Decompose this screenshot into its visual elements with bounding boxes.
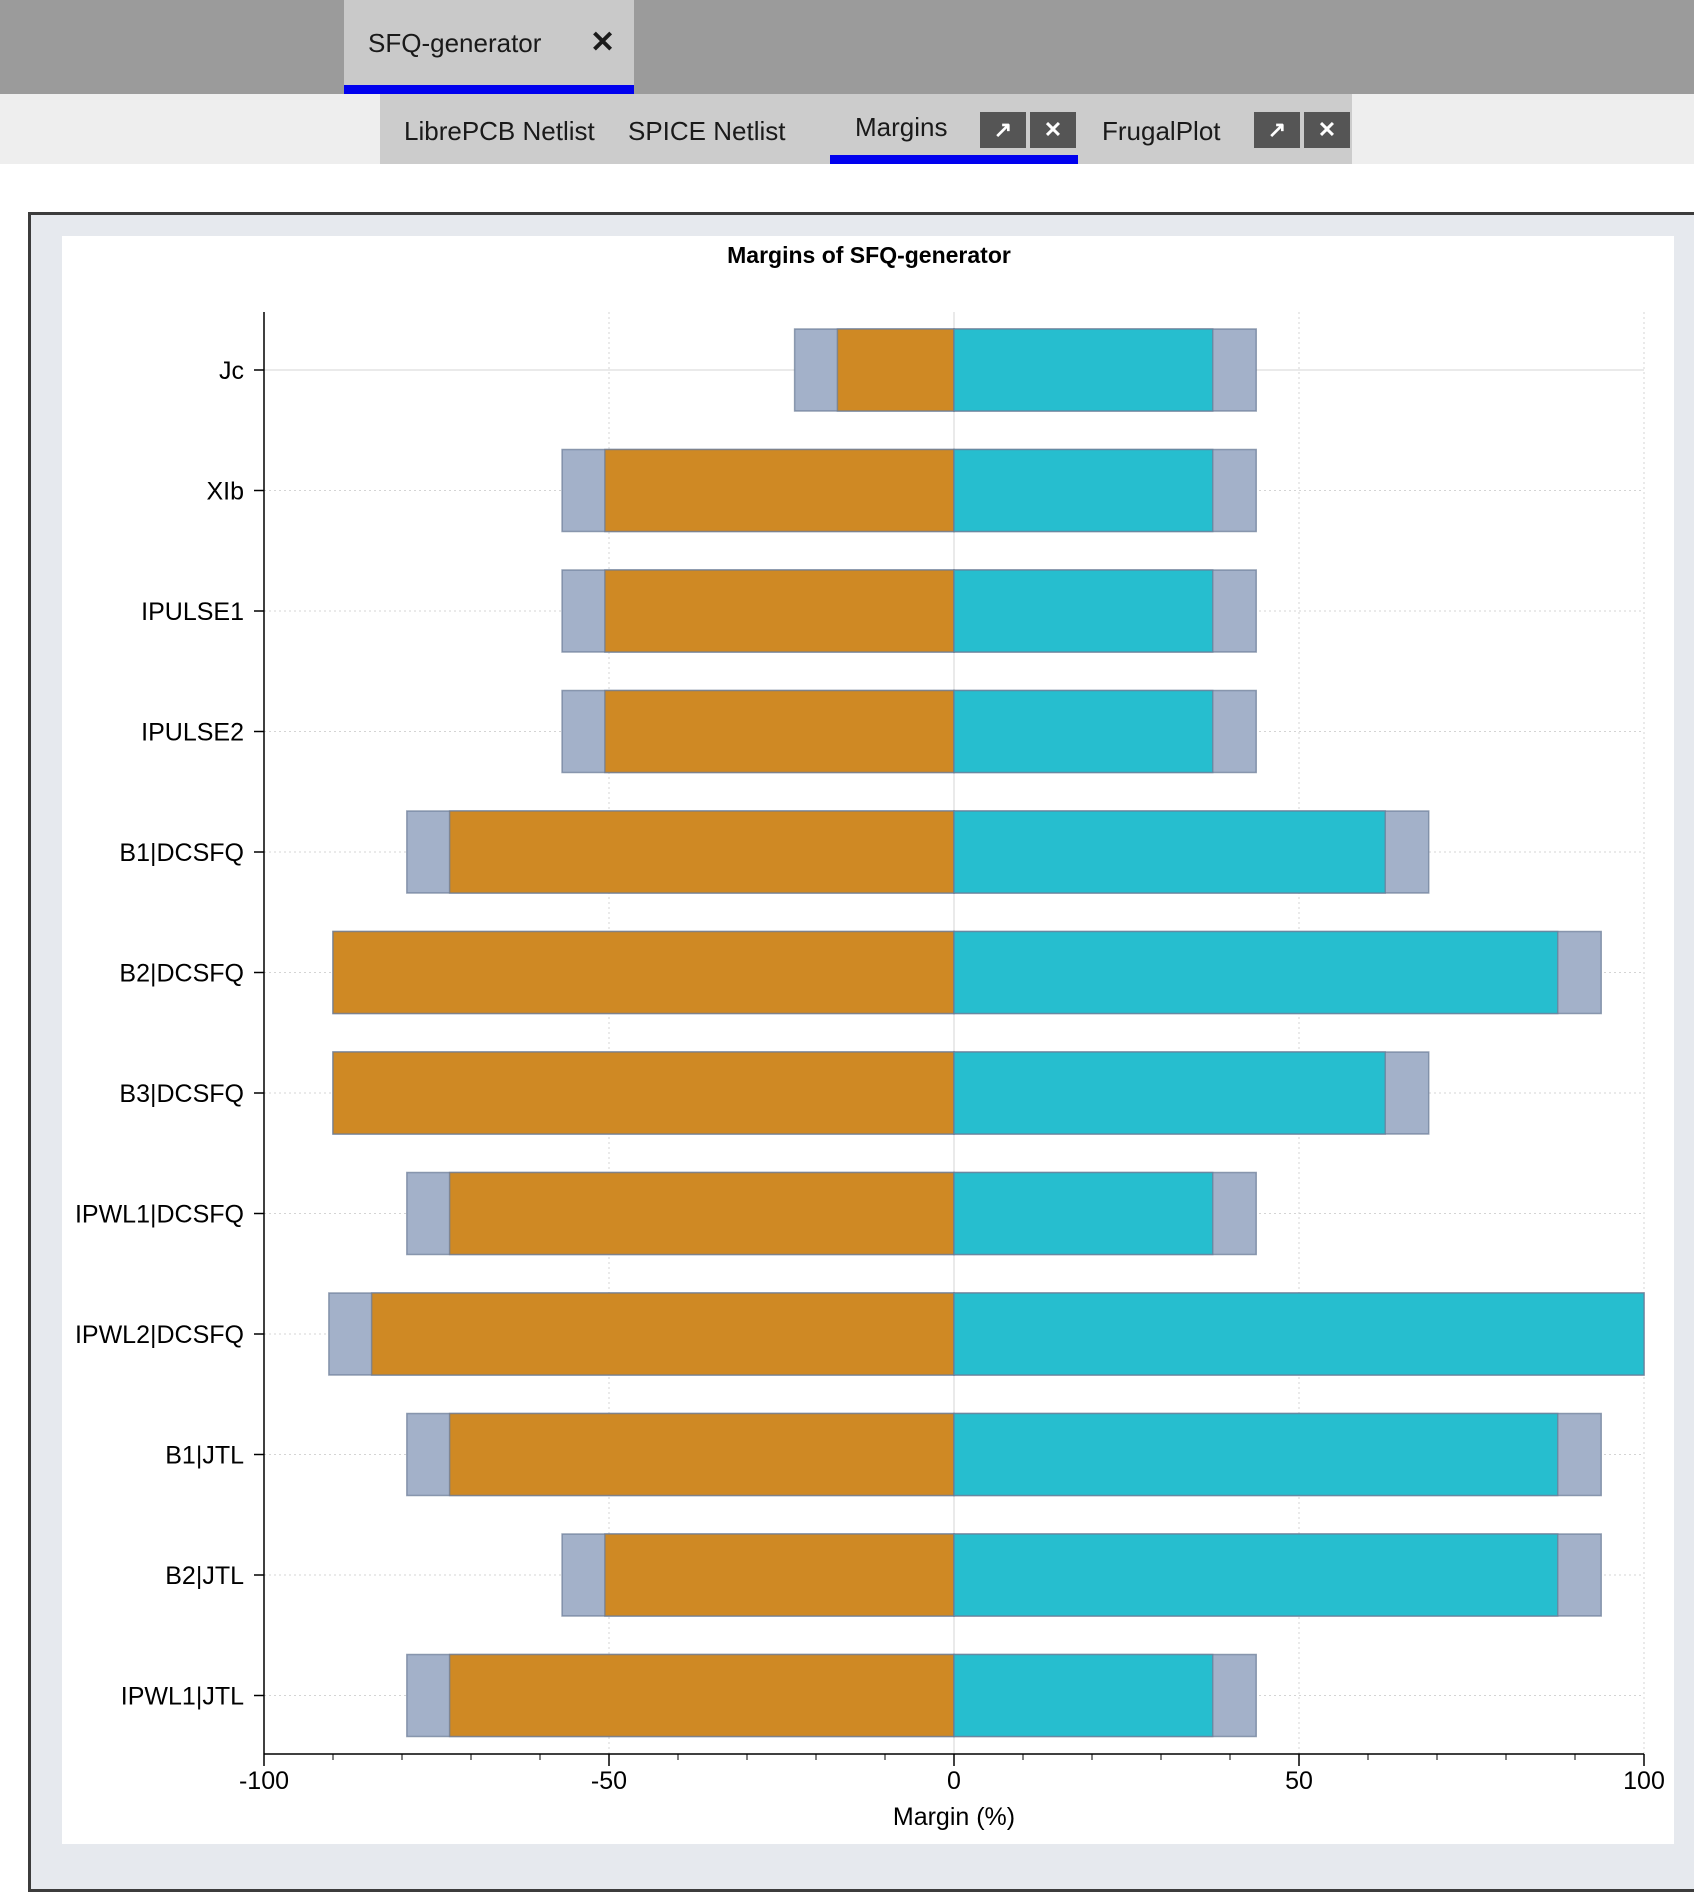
y-tick-label: B2|JTL — [165, 1562, 244, 1590]
bar-3-5 — [953, 930, 1559, 1015]
y-tick-label: IPWL1|DCSFQ — [75, 1201, 244, 1229]
bar-1-2 — [604, 569, 955, 653]
document-tab-label: SFQ-generator — [368, 28, 542, 58]
bar-3-3 — [953, 689, 1214, 774]
bar-3-7 — [953, 1171, 1214, 1256]
y-tick-label: XIb — [206, 478, 244, 506]
bar-3-1 — [953, 448, 1214, 533]
y-tick-label: IPWL1|JTL — [121, 1683, 244, 1711]
bar-1-5 — [332, 930, 955, 1015]
bar-1-4 — [448, 810, 955, 894]
y-tick-label: B1|DCSFQ — [119, 839, 244, 867]
tab-librepcb-netlist[interactable]: LibrePCB Netlist — [380, 94, 620, 164]
bar-1-3 — [604, 689, 955, 774]
x-axis-title: Margin (%) — [893, 1803, 1015, 1831]
y-tick-label: IPULSE2 — [141, 719, 244, 747]
tab-label: SPICE Netlist — [628, 116, 786, 146]
view-tabs: LibrePCB Netlist SPICE Netlist Margins ↗… — [380, 94, 1352, 164]
bar-1-11 — [448, 1653, 955, 1738]
x-tick-label: 0 — [947, 1767, 961, 1795]
y-tick-label: IPULSE1 — [141, 598, 244, 626]
x-tick-label: 50 — [1285, 1767, 1313, 1795]
bar-1-1 — [604, 448, 955, 533]
y-tick-label: B1|JTL — [165, 1442, 244, 1470]
bar-3-0 — [953, 328, 1214, 412]
margins-popout-icon[interactable]: ↗ — [980, 112, 1026, 148]
frugalplot-popout-icon[interactable]: ↗ — [1254, 112, 1300, 148]
bar-3-11 — [953, 1653, 1214, 1738]
document-tab-bar: SFQ-generator ✕ — [0, 0, 1694, 94]
document-tab-sfq-generator[interactable]: SFQ-generator ✕ — [344, 0, 634, 94]
x-tick-label: 100 — [1623, 1767, 1665, 1795]
bar-1-0 — [836, 328, 955, 412]
tab-label: Margins — [855, 112, 948, 142]
chart-title: Margins of SFQ-generator — [727, 242, 1011, 268]
bar-3-6 — [953, 1051, 1386, 1135]
document-tab-close-icon[interactable]: ✕ — [590, 26, 616, 59]
y-tick-label: IPWL2|DCSFQ — [75, 1321, 244, 1349]
bar-3-4 — [953, 810, 1386, 894]
y-tick-label: Jc — [219, 357, 244, 385]
tab-label: FrugalPlot — [1102, 116, 1221, 146]
tab-margins[interactable]: Margins — [830, 94, 1078, 164]
bar-1-6 — [332, 1051, 955, 1135]
bar-1-10 — [604, 1533, 955, 1617]
bar-3-2 — [953, 569, 1214, 653]
axes-layer: Jc XIb IPULSE1 IPULSE2 B1|DCSFQ B2|DCSFQ B3|DC… — [75, 312, 1665, 1795]
bar-1-8 — [370, 1292, 955, 1376]
bar-3-8 — [953, 1292, 1645, 1376]
bar-3-10 — [953, 1533, 1559, 1617]
bar-3-9 — [953, 1412, 1559, 1497]
frugalplot-close-icon[interactable]: ✕ — [1304, 112, 1350, 148]
y-tick-label: B3|DCSFQ — [119, 1080, 244, 1108]
margins-close-icon[interactable]: ✕ — [1030, 112, 1076, 148]
tab-spice-netlist[interactable]: SPICE Netlist — [620, 94, 830, 164]
y-tick-label: B2|DCSFQ — [119, 960, 244, 988]
bar-1-7 — [448, 1171, 955, 1256]
tab-label: LibrePCB Netlist — [404, 116, 595, 146]
x-tick-label: -50 — [591, 1767, 627, 1795]
x-tick-label: -100 — [239, 1767, 289, 1795]
view-tab-bar: LibrePCB Netlist SPICE Netlist Margins ↗… — [0, 94, 1694, 164]
bar-1-9 — [448, 1412, 955, 1497]
bars-layer — [328, 328, 1645, 1738]
tab-frugalplot[interactable]: FrugalPlot — [1078, 94, 1248, 164]
